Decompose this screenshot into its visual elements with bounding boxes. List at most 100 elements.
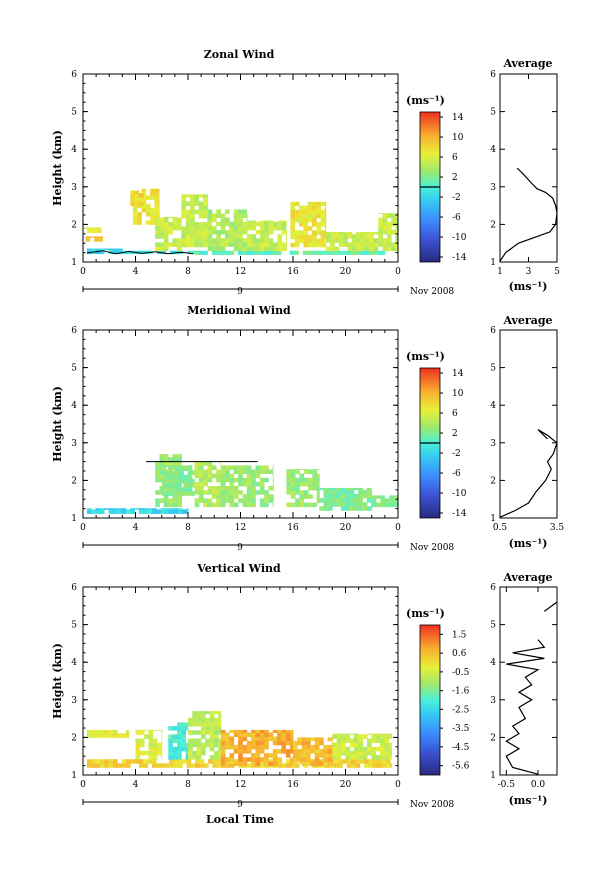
heatmap-cell bbox=[190, 201, 195, 206]
heatmap-cell bbox=[203, 230, 208, 235]
heatmap-cell bbox=[354, 746, 359, 752]
heatmap-cell bbox=[238, 246, 243, 252]
heatmap-cell bbox=[159, 242, 165, 247]
heatmap-cell bbox=[380, 495, 386, 499]
heatmap-cell bbox=[341, 733, 346, 735]
heatmap-cell bbox=[207, 238, 213, 243]
heatmap-cell bbox=[183, 478, 189, 484]
heatmap-cell bbox=[125, 509, 131, 514]
heatmap-cell bbox=[151, 763, 157, 768]
heatmap-cell bbox=[150, 220, 155, 225]
heatmap-cell bbox=[247, 221, 252, 227]
heatmap-cell bbox=[207, 477, 213, 483]
heatmap-cell bbox=[203, 461, 208, 466]
heatmap-cell bbox=[367, 750, 372, 756]
heatmap-cell bbox=[340, 502, 346, 507]
heatmap-cell bbox=[181, 734, 186, 739]
heatmap-cell bbox=[264, 469, 269, 474]
heatmap-cell bbox=[209, 713, 215, 719]
heatmap-cell bbox=[264, 220, 270, 223]
heatmap-cell bbox=[214, 722, 219, 727]
heatmap-cell bbox=[192, 470, 195, 476]
heatmap-cell bbox=[229, 490, 235, 495]
heatmap-cell bbox=[281, 732, 287, 737]
heatmap-cell bbox=[168, 457, 173, 462]
heatmap-cell bbox=[251, 242, 257, 247]
heatmap-cell bbox=[290, 729, 294, 733]
heatmap-cell bbox=[308, 502, 313, 508]
heatmap-cell bbox=[196, 742, 202, 748]
heatmap-cell bbox=[86, 759, 92, 764]
heatmap-cell bbox=[220, 498, 226, 503]
heatmap-cell bbox=[176, 225, 182, 231]
heatmap-cell bbox=[176, 246, 182, 252]
heatmap-cell bbox=[345, 487, 350, 491]
heatmap-cell bbox=[286, 473, 292, 479]
heatmap-cell bbox=[132, 220, 138, 225]
heatmap-cell bbox=[161, 474, 167, 480]
heatmap-cell bbox=[391, 217, 396, 223]
heatmap-cell bbox=[216, 209, 221, 214]
heatmap-cell bbox=[290, 481, 296, 487]
vertical-wind-month-label: Nov 2008 bbox=[410, 800, 454, 810]
heatmap-cell bbox=[163, 217, 169, 223]
avg-y-tick-label: 4 bbox=[490, 401, 496, 411]
heatmap-cell bbox=[368, 759, 374, 764]
heatmap-cell bbox=[268, 498, 274, 503]
heatmap-cell bbox=[332, 498, 337, 503]
heatmap-cell bbox=[225, 238, 230, 243]
heatmap-cell bbox=[220, 736, 226, 742]
heatmap-cell bbox=[169, 763, 174, 768]
heatmap-cell bbox=[380, 498, 386, 503]
heatmap-cell bbox=[203, 201, 208, 206]
average-profile-line-upper bbox=[543, 601, 558, 612]
zonal-wind-average-frame bbox=[499, 73, 558, 263]
heatmap-cell bbox=[209, 717, 215, 723]
heatmap-cell bbox=[360, 242, 366, 247]
heatmap-cell bbox=[209, 734, 215, 739]
heatmap-cell bbox=[172, 746, 178, 752]
heatmap-cell bbox=[320, 242, 326, 248]
heatmap-cell bbox=[187, 478, 193, 484]
heatmap-cell bbox=[319, 498, 324, 503]
heatmap-cell bbox=[375, 733, 381, 735]
heatmap-cell bbox=[276, 250, 282, 255]
heatmap-cell bbox=[242, 469, 248, 474]
heatmap-cell bbox=[246, 230, 248, 235]
heatmap-cell bbox=[281, 736, 287, 742]
heatmap-cell bbox=[299, 205, 304, 211]
heatmap-cell bbox=[290, 494, 296, 499]
heatmap-cell bbox=[176, 494, 182, 499]
heatmap-cell bbox=[299, 238, 304, 244]
heatmap-cell bbox=[201, 730, 206, 735]
heatmap-cell bbox=[229, 230, 234, 235]
heatmap-cell bbox=[251, 486, 256, 491]
heatmap-cell bbox=[341, 250, 347, 255]
heatmap-cell bbox=[295, 477, 300, 483]
heatmap-cell bbox=[135, 730, 141, 735]
heatmap-cell bbox=[368, 763, 374, 768]
heatmap-cell bbox=[307, 238, 313, 244]
heatmap-cell bbox=[86, 248, 92, 250]
avg-y-tick-label: 2 bbox=[490, 220, 496, 230]
heatmap-cell bbox=[172, 498, 178, 503]
heatmap-cell bbox=[242, 502, 248, 508]
x-tick-label: 8 bbox=[185, 267, 191, 277]
heatmap-cell bbox=[185, 722, 189, 727]
heatmap-cell bbox=[380, 250, 386, 255]
heatmap-cell bbox=[362, 502, 368, 507]
colorbar-tick-label: -0.5 bbox=[452, 668, 470, 678]
heatmap-cell bbox=[163, 216, 169, 219]
heatmap-cell bbox=[185, 755, 189, 760]
heatmap-cell bbox=[185, 750, 189, 756]
heatmap-cell bbox=[255, 469, 261, 474]
heatmap-cell bbox=[353, 493, 359, 499]
heatmap-cell bbox=[161, 750, 163, 756]
heatmap-cell bbox=[158, 195, 160, 200]
heatmap-cell bbox=[139, 250, 145, 255]
heatmap-cell bbox=[181, 209, 187, 215]
heatmap-cell bbox=[233, 486, 239, 491]
heatmap-cell bbox=[293, 757, 298, 762]
heatmap-cell bbox=[362, 734, 368, 739]
heatmap-cell bbox=[242, 757, 248, 762]
